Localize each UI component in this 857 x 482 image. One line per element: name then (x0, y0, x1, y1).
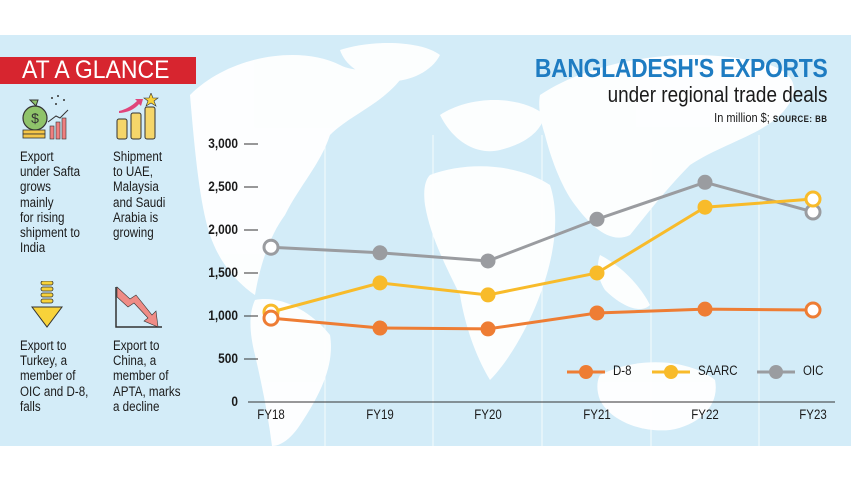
x-tick-label: FY20 (474, 407, 502, 422)
note-line: member of (20, 368, 76, 384)
legend-label: D-8 (613, 363, 632, 378)
banner-label: AT A GLANCE (22, 56, 170, 84)
note-line: Shipment (113, 149, 163, 164)
declining-chart-icon (115, 286, 162, 328)
note-safta: Export under Safta grows mainly for risi… (20, 149, 115, 255)
legend-item-oic (757, 365, 795, 379)
note-line: China, a (113, 353, 157, 369)
unit-source-note: In million $; SOURCE: BB (534, 111, 827, 125)
note-line: to UAE, (113, 164, 154, 180)
y-tick-label: 0 (231, 393, 238, 409)
y-tick-label: 1,500 (208, 264, 238, 280)
svg-text:$: $ (31, 110, 39, 126)
chart-subtitle: under regional trade deals (607, 82, 827, 107)
note-line: member of (113, 368, 169, 384)
x-tick-label: FY23 (799, 407, 827, 422)
note-line: Turkey, a (20, 353, 68, 369)
unit-note: In million $; (713, 111, 770, 125)
note-uae: Shipment to UAE, Malaysia and Saudi Arab… (113, 149, 208, 240)
source-label: SOURCE: BB (772, 114, 827, 124)
rising-bars-icon (116, 93, 159, 140)
note-line: Export to (113, 338, 160, 353)
note-line: shipment to (20, 225, 81, 241)
data-point-oic (262, 238, 280, 256)
data-point-saarc (372, 275, 388, 291)
series-line-saarc (270, 197, 814, 314)
x-tick-label: FY22 (691, 407, 719, 422)
note-line: India (20, 240, 46, 256)
y-tick-label: 500 (218, 350, 238, 366)
note-turkey: Export to Turkey, a member of OIC and D-… (20, 338, 115, 414)
line-chart (244, 143, 835, 403)
note-line: Export (20, 149, 54, 164)
note-line: and Saudi (113, 194, 166, 210)
note-line: Export to (20, 338, 67, 353)
data-point-d-8 (372, 320, 388, 336)
data-point-d-8 (697, 301, 713, 317)
note-line: grows (20, 179, 51, 195)
chart-title-block: BANGLADESH'S EXPORTS under regional trad… (495, 53, 827, 125)
x-tick-label: FY18 (257, 407, 285, 422)
note-line: for rising (20, 209, 65, 225)
y-tick-label: 3,000 (208, 135, 238, 151)
at-a-glance-banner: AT A GLANCE (0, 57, 196, 84)
data-point-d-8 (589, 305, 605, 321)
series-line-oic (270, 180, 814, 263)
data-point-oic (589, 211, 605, 227)
infographic-panel: AT A GLANCE $ Export under Safta grows m (0, 35, 851, 446)
y-tick-label: 2,000 (208, 221, 238, 237)
note-line: under Safta (20, 164, 81, 180)
down-arrow-icon (31, 281, 63, 328)
note-line: Malaysia (113, 179, 159, 195)
note-china: Export to China, a member of APTA, marks… (113, 338, 208, 414)
data-point-saarc (589, 265, 605, 281)
data-point-d-8 (480, 321, 496, 337)
chart-title: BANGLADESH'S EXPORTS (534, 53, 827, 83)
data-point-saarc (480, 287, 496, 303)
data-point-saarc (697, 199, 713, 215)
note-line: growing (113, 225, 154, 241)
note-line: APTA, marks (113, 383, 181, 399)
note-line: OIC and D-8, (20, 383, 89, 399)
data-point-saarc (804, 190, 822, 208)
legend-item-saarc (652, 365, 690, 379)
legend-label: OIC (803, 363, 824, 378)
data-point-oic (697, 174, 713, 190)
world-map-background (190, 43, 794, 446)
x-tick-label: FY21 (583, 407, 611, 422)
y-tick-label: 1,000 (208, 307, 238, 323)
series-line-d-8 (270, 307, 814, 331)
legend-label: SAARC (698, 363, 738, 378)
x-tick-label: FY19 (366, 407, 394, 422)
y-tick-label: 2,500 (208, 178, 238, 194)
data-point-d-8 (804, 301, 822, 319)
data-point-oic (480, 253, 496, 269)
money-bag-growth-icon: $ (22, 95, 69, 140)
data-point-d-8 (262, 309, 280, 327)
data-point-oic (372, 245, 388, 261)
legend-item-d-8 (567, 365, 605, 379)
note-line: falls (20, 398, 41, 414)
note-line: a decline (113, 398, 160, 414)
note-line: Arabia is (113, 209, 159, 225)
note-line: mainly (20, 194, 54, 210)
